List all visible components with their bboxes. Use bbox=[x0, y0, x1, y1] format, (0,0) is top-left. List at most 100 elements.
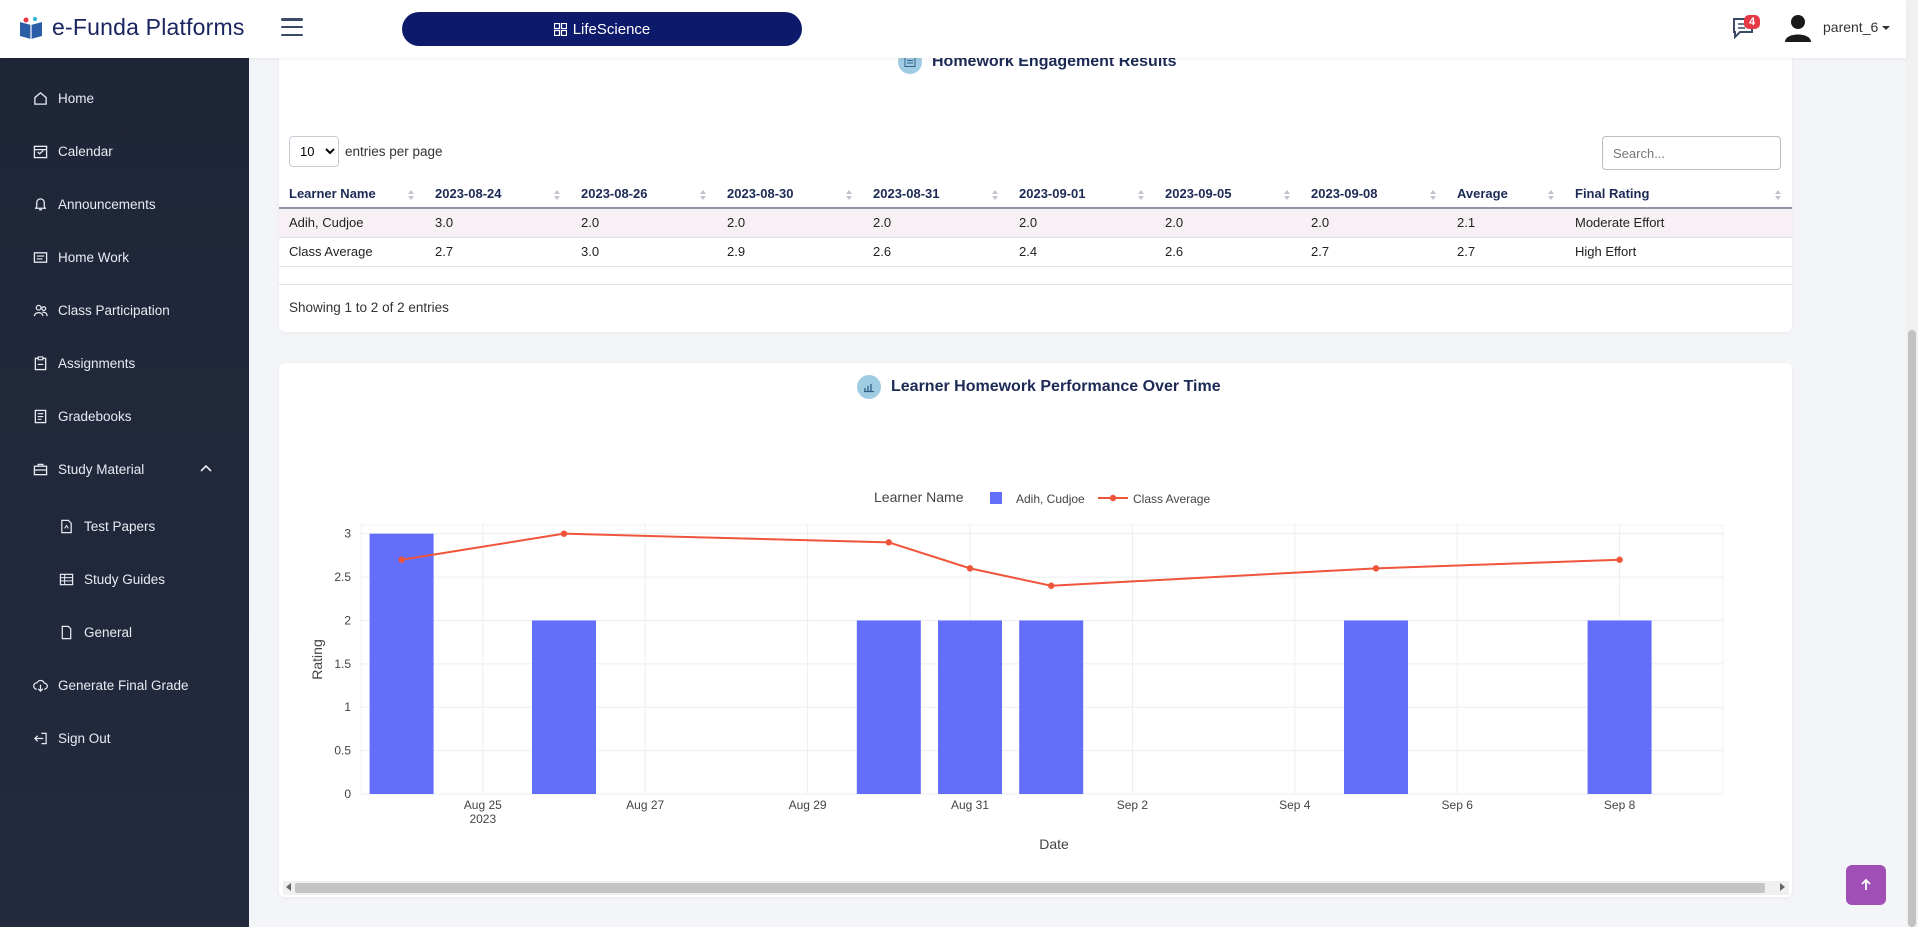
column-header[interactable]: 2023-09-08 bbox=[1301, 180, 1447, 209]
sort-icon bbox=[700, 190, 706, 200]
sort-icon bbox=[846, 190, 852, 200]
sidebar-item-label: Generate Final Grade bbox=[58, 678, 189, 693]
table-cell: Adih, Cudjoe bbox=[279, 208, 425, 238]
sidebar-item-label: Assignments bbox=[58, 356, 136, 371]
grid-icon bbox=[553, 22, 567, 36]
sort-icon bbox=[554, 190, 560, 200]
page-icon bbox=[61, 625, 72, 640]
sidebar-item-calendar[interactable]: Calendar bbox=[33, 144, 113, 159]
line-point bbox=[398, 556, 405, 563]
line-point bbox=[560, 530, 568, 537]
sort-icon bbox=[1548, 190, 1554, 200]
column-header[interactable]: 2023-09-05 bbox=[1155, 180, 1301, 209]
sidebar-item-generate-final-grade[interactable]: Generate Final Grade bbox=[33, 678, 189, 693]
sidebar-item-assignments[interactable]: Assignments bbox=[33, 356, 135, 371]
table-search-input[interactable] bbox=[1602, 136, 1781, 170]
page-vertical-scrollbar[interactable] bbox=[1906, 0, 1918, 927]
column-header[interactable]: 2023-08-31 bbox=[863, 180, 1009, 209]
column-header[interactable]: Average bbox=[1447, 180, 1565, 209]
user-avatar-icon[interactable] bbox=[1785, 14, 1811, 42]
calendar-icon bbox=[33, 145, 48, 159]
scrollbar-thumb[interactable] bbox=[1908, 330, 1916, 927]
chart-icon bbox=[857, 375, 881, 399]
sidebar-item-homework[interactable]: Home Work bbox=[33, 250, 129, 265]
table-row: Class Average 2.7 3.0 2.9 2.6 2.4 2.6 2.… bbox=[279, 237, 1792, 267]
bar bbox=[369, 533, 434, 794]
bar bbox=[938, 620, 1002, 794]
column-header-label: 2023-09-08 bbox=[1311, 186, 1378, 201]
scroll-left-icon[interactable] bbox=[286, 883, 291, 891]
sidebar-item-study-guides[interactable]: Study Guides bbox=[59, 572, 165, 587]
menu-toggle-icon[interactable] bbox=[281, 18, 303, 36]
table-cell: High Effort bbox=[1565, 237, 1792, 267]
sidebar-item-label: Sign Out bbox=[58, 731, 111, 746]
x-axis-title: Date bbox=[1039, 836, 1069, 852]
y-tick-label: 1.5 bbox=[334, 657, 351, 671]
user-menu-button[interactable]: parent_6 bbox=[1823, 19, 1890, 35]
sidebar-item-gradebooks[interactable]: Gradebooks bbox=[33, 409, 132, 424]
sidebar-item-general[interactable]: General bbox=[59, 625, 132, 640]
sidebar-item-label: Announcements bbox=[58, 197, 156, 212]
column-header-label: 2023-09-05 bbox=[1165, 186, 1232, 201]
subject-selector-button[interactable]: LifeScience bbox=[402, 12, 802, 46]
sidebar-item-class-participation[interactable]: Class Participation bbox=[33, 303, 170, 318]
sidebar-item-announcements[interactable]: Announcements bbox=[33, 197, 156, 212]
table-row: Adih, Cudjoe 3.0 2.0 2.0 2.0 2.0 2.0 2.0… bbox=[279, 208, 1792, 238]
table-cell: 2.4 bbox=[1009, 237, 1155, 267]
column-header[interactable]: 2023-08-26 bbox=[571, 180, 717, 209]
table-divider bbox=[279, 284, 1792, 285]
bar bbox=[1587, 620, 1652, 794]
y-tick-label: 0 bbox=[344, 787, 351, 801]
arrow-up-icon bbox=[1861, 878, 1871, 890]
x-tick-label: Sep 2 bbox=[1117, 798, 1149, 812]
performance-title: Learner Homework Performance Over Time bbox=[857, 375, 1221, 399]
column-header-label: Average bbox=[1457, 186, 1508, 201]
bar bbox=[1344, 620, 1408, 794]
entries-per-page: 10 entries per page bbox=[289, 136, 443, 167]
table-info: Showing 1 to 2 of 2 entries bbox=[289, 300, 449, 315]
legend-title: Learner Name bbox=[874, 489, 964, 505]
bar bbox=[856, 620, 921, 794]
column-header[interactable]: Learner Name bbox=[279, 180, 425, 209]
brand-logo[interactable]: e-Funda Platforms bbox=[18, 14, 245, 41]
sidebar-item-sign-out[interactable]: Sign Out bbox=[33, 731, 111, 746]
column-header[interactable]: Final Rating bbox=[1565, 180, 1792, 209]
column-header[interactable]: 2023-09-01 bbox=[1009, 180, 1155, 209]
table-cell: Class Average bbox=[279, 237, 425, 267]
briefcase-icon bbox=[33, 463, 48, 476]
sidebar-item-label: General bbox=[84, 625, 133, 640]
sort-icon bbox=[1284, 190, 1290, 200]
column-header-label: Final Rating bbox=[1575, 186, 1650, 201]
sidebar-item-label: Gradebooks bbox=[58, 409, 132, 424]
table-cell: 2.0 bbox=[1155, 208, 1301, 238]
x-tick-label: Aug 25 bbox=[464, 798, 502, 812]
table-cell: 2.0 bbox=[863, 208, 1009, 238]
chevron-up-icon[interactable] bbox=[199, 461, 213, 475]
back-to-top-button[interactable] bbox=[1846, 865, 1886, 905]
entries-select[interactable]: 10 bbox=[289, 136, 339, 167]
column-header[interactable]: 2023-08-30 bbox=[717, 180, 863, 209]
chart-horizontal-scrollbar[interactable] bbox=[283, 881, 1789, 895]
legend-swatch-point bbox=[1109, 494, 1117, 502]
table-cell: 2.7 bbox=[1447, 237, 1565, 267]
table-cell: 2.6 bbox=[1155, 237, 1301, 267]
table-header-row: Learner Name 2023-08-24 2023-08-26 2023-… bbox=[279, 180, 1792, 209]
bell-icon bbox=[34, 198, 47, 211]
table-cell: 2.7 bbox=[1301, 237, 1447, 267]
sidebar-item-label: Test Papers bbox=[84, 519, 156, 534]
scroll-right-icon[interactable] bbox=[1780, 883, 1785, 891]
scrollbar-thumb[interactable] bbox=[295, 883, 1765, 893]
file-icon bbox=[61, 519, 72, 534]
sidebar-item-study-material[interactable]: Study Material bbox=[33, 462, 144, 477]
column-header-label: 2023-08-31 bbox=[873, 186, 940, 201]
sidebar-item-test-papers[interactable]: Test Papers bbox=[59, 519, 155, 534]
sidebar-item-home[interactable]: Home bbox=[33, 91, 94, 106]
column-header-label: 2023-08-26 bbox=[581, 186, 648, 201]
x-tick-year-label: 2023 bbox=[469, 812, 496, 826]
sidebar-item-label: Study Guides bbox=[84, 572, 166, 587]
top-navbar: e-Funda Platforms LifeScience 4 parent_6 bbox=[0, 0, 1906, 58]
column-header[interactable]: 2023-08-24 bbox=[425, 180, 571, 209]
table-cell: 2.0 bbox=[717, 208, 863, 238]
legend-swatch-bar bbox=[990, 492, 1002, 504]
